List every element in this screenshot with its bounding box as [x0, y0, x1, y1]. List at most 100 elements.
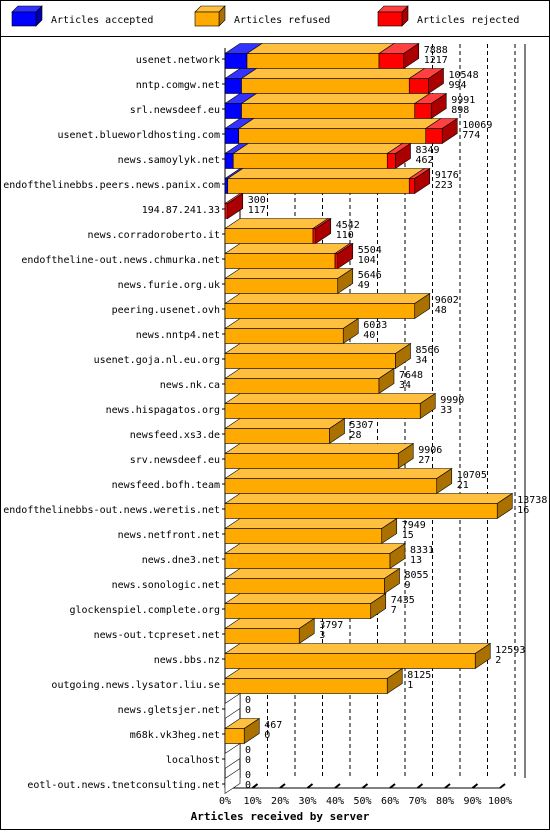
bar-segment	[241, 103, 416, 119]
total-label: 9991	[451, 95, 475, 106]
rejected-label: 110	[336, 230, 354, 241]
category-label: 194.87.241.33	[142, 205, 220, 216]
bar-top	[224, 493, 514, 504]
bar-top	[224, 468, 453, 479]
total-label: 300	[248, 195, 266, 206]
bar-side	[337, 242, 354, 270]
bar-side	[386, 667, 403, 695]
bar-segment	[408, 178, 416, 194]
bar-segment	[414, 103, 432, 119]
rejected-label: 994	[449, 80, 467, 91]
bar-segment	[224, 428, 330, 444]
x-tick-label: 60%	[381, 796, 399, 807]
bar-top	[224, 593, 387, 604]
bar-side	[389, 542, 406, 570]
category-label: newsfeed.bofh.team	[112, 480, 220, 491]
total-label: 9906	[418, 445, 442, 456]
bar-segment	[227, 178, 410, 194]
legend-label: Articles accepted	[51, 15, 153, 26]
category-label: peering.usenet.ovh	[112, 305, 220, 316]
bar-top	[224, 643, 492, 654]
category-label: news.bbs.nz	[154, 655, 220, 666]
rejected-label: 0	[245, 755, 251, 766]
x-tick	[306, 783, 314, 789]
bar-empty	[224, 767, 241, 795]
bar-side	[441, 117, 458, 145]
bar-segment	[224, 378, 380, 394]
total-label: 10069	[462, 120, 492, 131]
category-label: nntp.comgw.net	[136, 80, 220, 91]
total-label: 10705	[457, 470, 487, 481]
bar-segment	[224, 303, 416, 319]
total-label: 8331	[410, 545, 434, 556]
bar-top	[224, 518, 398, 529]
x-tick	[361, 783, 369, 789]
category-label: outgoing.news.lysator.liu.se	[51, 680, 220, 691]
rejected-label: 28	[350, 430, 362, 441]
x-tick	[471, 783, 479, 789]
bar-segment	[224, 553, 391, 569]
x-tick-label: 30%	[298, 796, 316, 807]
bar-segment	[224, 103, 242, 119]
rejected-label: 774	[462, 130, 480, 141]
category-label: news-out.tcpreset.net	[94, 630, 220, 641]
bar-top	[224, 543, 406, 554]
category-label: news.nntp4.net	[136, 330, 220, 341]
bar-segment	[425, 128, 443, 144]
bar-side	[315, 217, 332, 245]
bar-side	[496, 492, 513, 520]
bar-segment	[224, 153, 234, 169]
bar-side	[342, 317, 359, 345]
bar-segment	[224, 653, 476, 669]
bar-segment	[378, 53, 405, 69]
bar-top	[224, 418, 346, 429]
rejected-label: 49	[358, 280, 370, 291]
category-label: news.nk.ca	[160, 380, 220, 391]
bar-side	[403, 42, 420, 70]
category-label: news.gletsjer.net	[118, 705, 220, 716]
total-label: 7888	[424, 45, 448, 56]
total-label: 7648	[399, 370, 423, 381]
x-tick-label: 90%	[463, 796, 481, 807]
bar-top	[240, 93, 431, 104]
category-label: srv.newsdeef.eu	[130, 455, 220, 466]
x-tick	[499, 783, 506, 789]
axes: 0% 10% 20% 30% 40% 50% 60% 70% 80% 90% 100%	[219, 48, 512, 807]
bar-segment	[238, 128, 427, 144]
bar-top	[224, 368, 395, 379]
bar-top	[246, 43, 395, 54]
x-tick	[251, 783, 259, 789]
x-tick	[416, 783, 424, 789]
category-label: usenet.network	[136, 55, 220, 66]
total-label: 8125	[407, 670, 431, 681]
rejected-label: 0	[245, 780, 251, 791]
bar-segment	[224, 628, 300, 644]
rejected-label: 104	[358, 255, 376, 266]
bar-top	[224, 618, 316, 629]
bar-side	[227, 192, 244, 220]
bars	[224, 42, 514, 795]
category-label: news.samoylyk.net	[118, 155, 220, 166]
rejected-label: 7	[391, 605, 397, 616]
total-label: 467	[264, 720, 282, 731]
rejected-label: 34	[399, 380, 411, 391]
rejected-label: 0	[264, 730, 270, 741]
x-tick-label: 40%	[326, 796, 344, 807]
bar-segment	[224, 528, 383, 544]
bar-segment	[224, 728, 245, 744]
category-label: news.corradoroberto.it	[88, 230, 220, 241]
bar-segment	[312, 228, 317, 244]
bar-top	[232, 143, 404, 154]
bar-side	[384, 567, 400, 595]
total-label: 8055	[405, 570, 429, 581]
bar-segment	[224, 53, 248, 69]
bar-segment	[224, 328, 344, 344]
bar-segment	[224, 253, 336, 269]
rejected-label: 223	[435, 180, 453, 191]
total-label: 6033	[363, 320, 387, 331]
total-label: 0	[245, 770, 251, 781]
bar-top	[224, 318, 360, 329]
category-label: usenet.goja.nl.eu.org	[94, 355, 220, 366]
x-tick	[279, 783, 286, 789]
total-label: 8349	[416, 145, 440, 156]
